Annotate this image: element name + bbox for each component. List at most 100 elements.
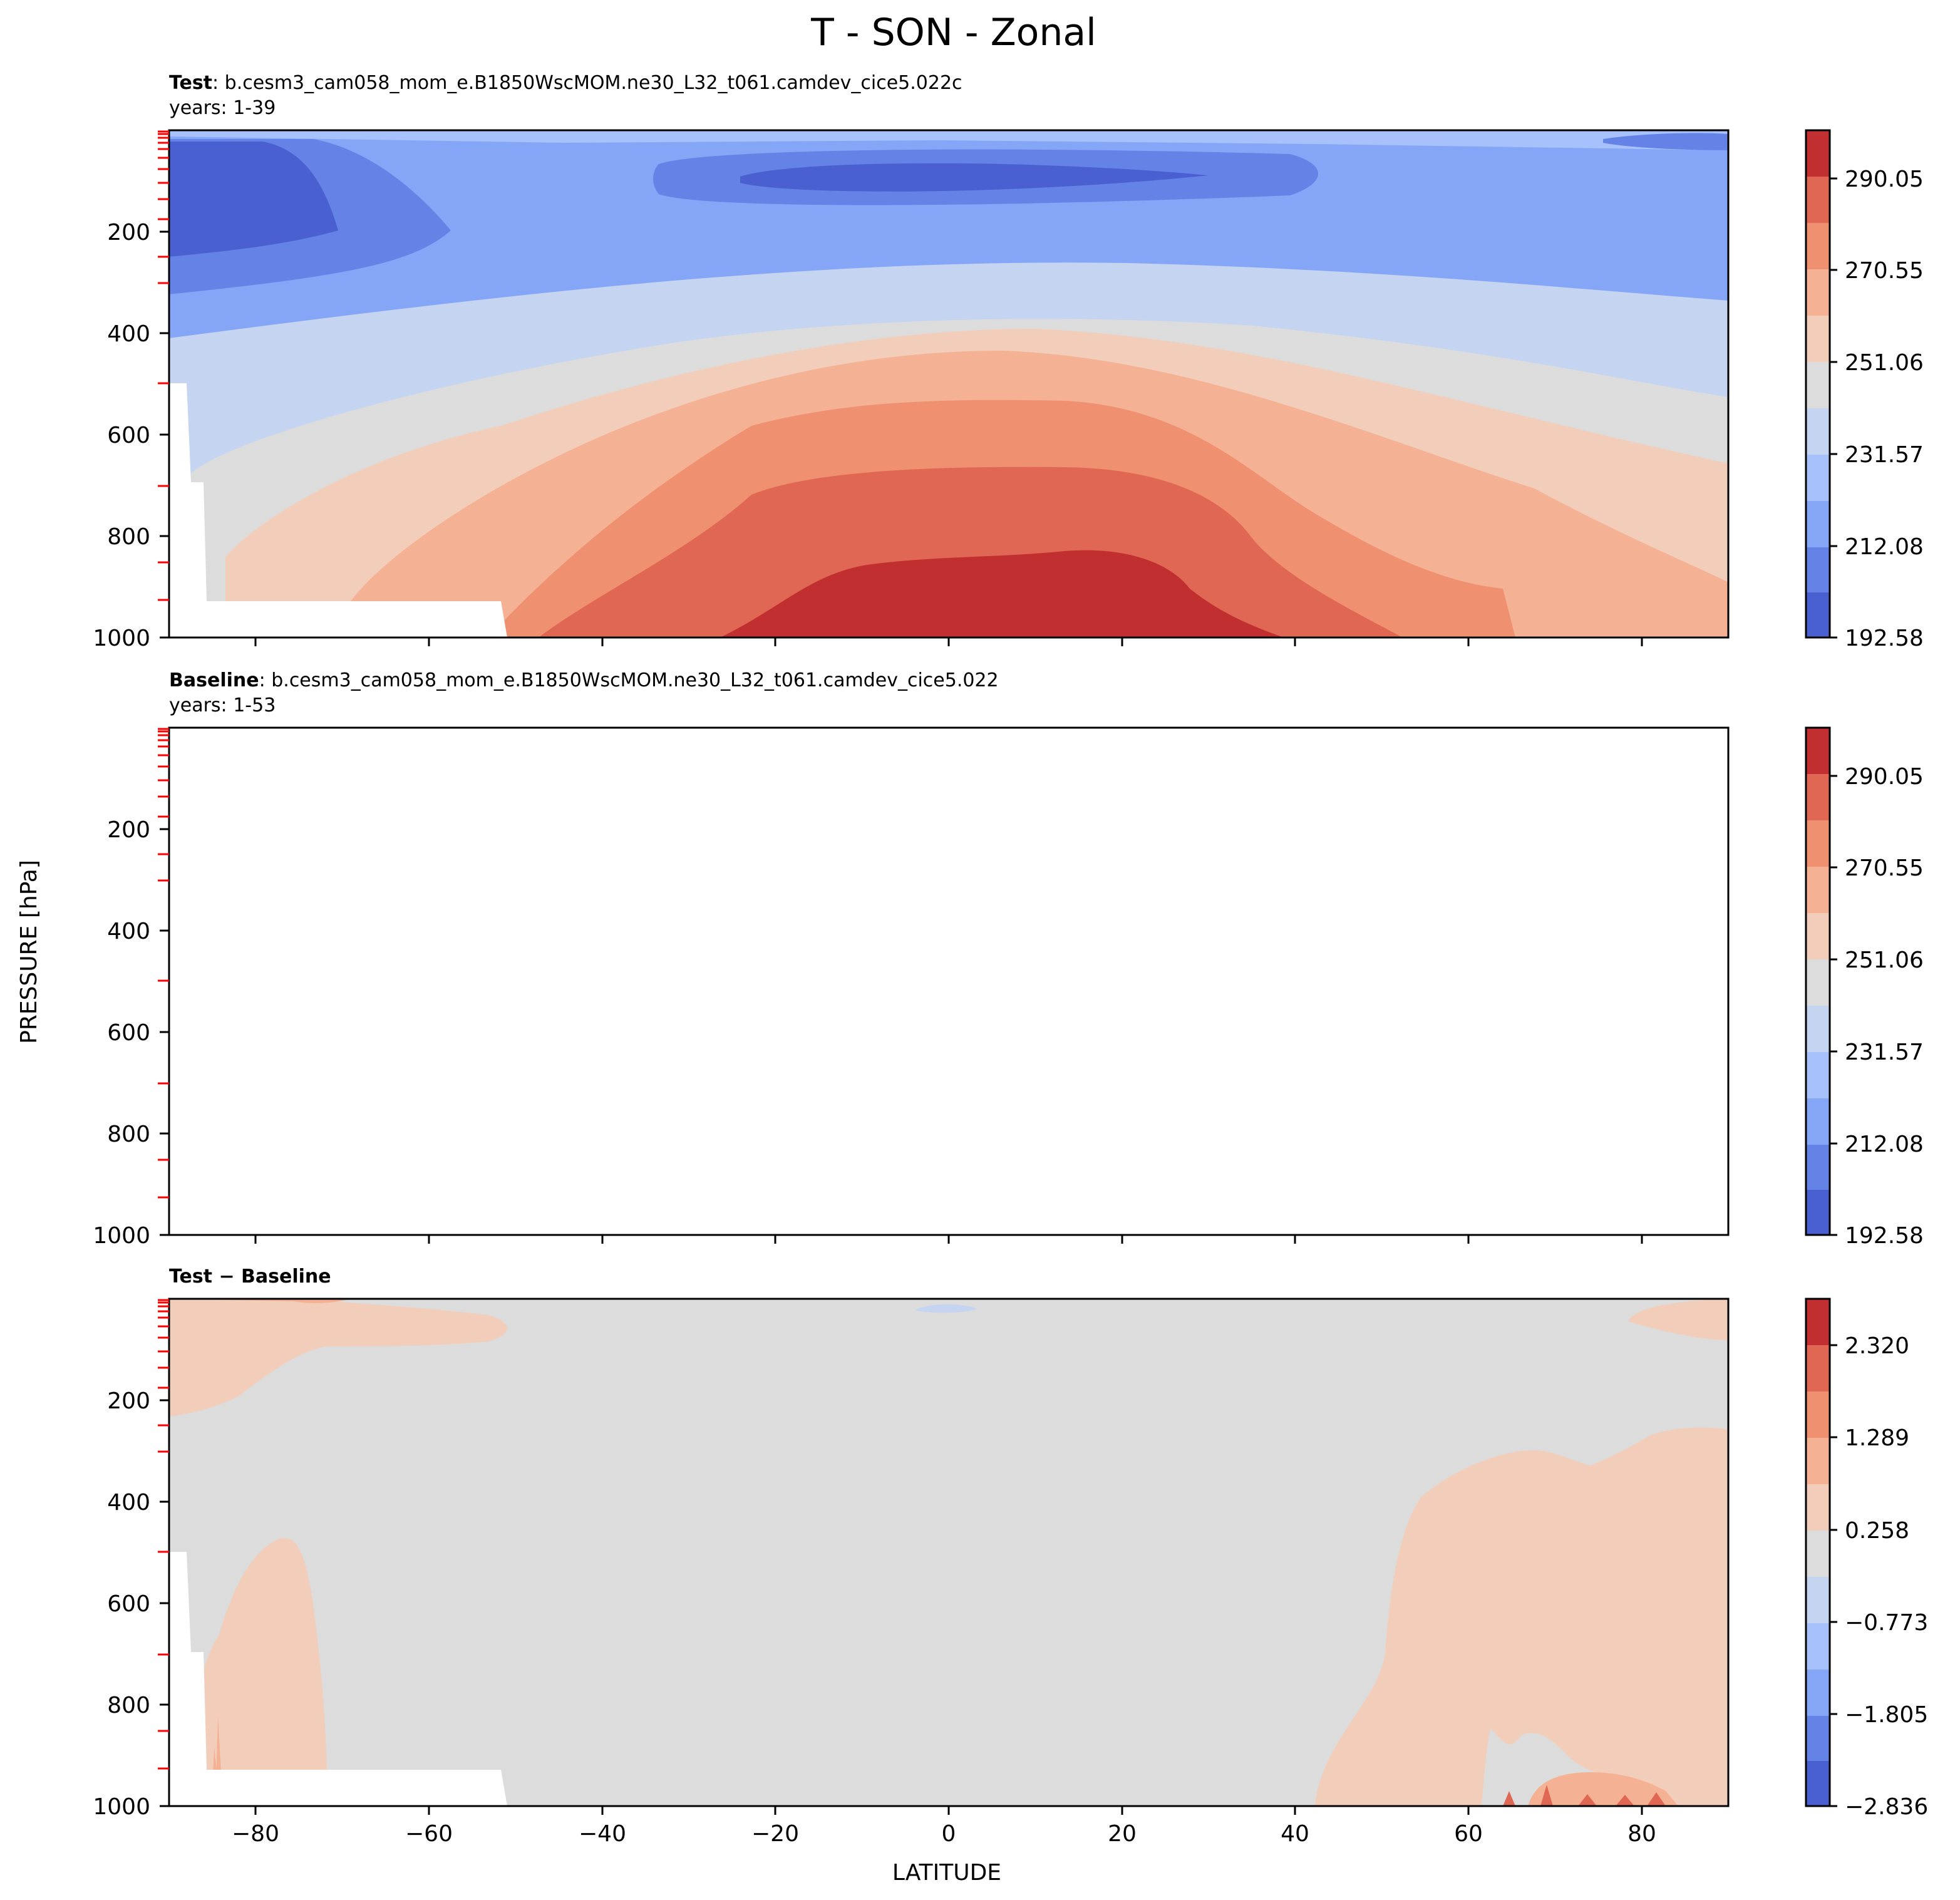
panel-test-ytick-800: 800 [107,524,150,550]
panel-baseline-label-case: : b.cesm3_cam058_mom_e.B1850WscMOM.ne30_… [259,669,999,691]
xtick-0: 0 [942,1821,956,1847]
colorbar-baseline-band-5 [1806,913,1830,959]
panel-baseline-ytick-400: 400 [107,919,150,944]
colorbar-difference-band-2 [1806,1345,1830,1391]
colorbar-test-tick-2: 270.55 [1845,258,1924,284]
panel-test-ytick-200: 200 [107,220,150,245]
colorbar-test-tick-5: 212.08 [1845,534,1924,560]
panel-test-xticks [254,638,1643,646]
xtick-minus-40: −40 [579,1821,626,1847]
colorbar-baseline-tick-2: 270.55 [1845,855,1924,881]
colorbar-baseline-band-9 [1806,1098,1830,1145]
panel-test-level-ticks [158,130,169,601]
colorbar-test-band-5 [1806,316,1830,362]
panel-difference-ytick-1000: 1000 [93,1794,150,1820]
panel-test-yticks: 200 400 600 800 1000 [93,220,169,651]
colorbar-test-tick-6: 192.58 [1845,626,1924,651]
colorbar-test-band-4 [1806,269,1830,316]
panel-test: Test: b.cesm3_cam058_mom_e.B1850WscMOM.n… [93,72,1924,651]
colorbar-test-tick-3: 251.06 [1845,350,1924,376]
colorbar-test-band-6 [1806,362,1830,408]
colorbar-baseline-band-8 [1806,1052,1830,1098]
colorbar-baseline-band-11 [1806,1190,1830,1235]
colorbar-difference-band-8 [1806,1623,1830,1670]
colorbar-test-tick-4: 231.57 [1845,442,1924,468]
panel-baseline-ytick-200: 200 [107,817,150,843]
colorbar-difference-frame [1805,1298,1831,1807]
figure-title: T - SON - Zonal [810,11,1096,54]
colorbar-test-band-2 [1806,177,1830,223]
colorbar-difference-band-7 [1806,1577,1830,1623]
xtick-minus-80: −80 [232,1821,279,1847]
colorbar-test: 290.05 270.55 251.06 231.57 212.08 192.5… [1805,129,1924,651]
colorbar-test-frame [1805,129,1831,639]
colorbar-baseline-band-4 [1806,867,1830,913]
panel-test-label-bold: Test [169,72,212,94]
contour-field-baseline [169,728,1728,1235]
xtick-minus-20: −20 [751,1821,799,1847]
colorbar-test-band-8 [1806,455,1830,501]
panel-test-ytick-1000: 1000 [93,626,150,651]
panel-difference-yticks: 200 400 600 800 1000 [93,1388,169,1820]
panel-difference-ytick-800: 800 [107,1693,150,1718]
panel-baseline-ytick-800: 800 [107,1122,150,1147]
colorbar-baseline-band-6 [1806,959,1830,1006]
panel-baseline-ytick-1000: 1000 [93,1223,150,1249]
colorbar-difference-tick-1: 2.320 [1845,1333,1909,1359]
xtick-minus-60: −60 [405,1821,453,1847]
panel-difference-label: Test − Baseline [169,1266,331,1288]
colorbar-baseline: 290.05 270.55 251.06 231.57 212.08 192.5… [1805,726,1924,1249]
panel-test-ytick-600: 600 [107,423,150,448]
colorbar-difference-band-9 [1806,1670,1830,1716]
colorbar-test-band-3 [1806,223,1830,269]
colorbar-baseline-tick-6: 192.58 [1845,1223,1924,1249]
contour-field-difference [169,1299,1728,1806]
panel-test-label-case: : b.cesm3_cam058_mom_e.B1850WscMOM.ne30_… [212,72,962,94]
colorbar-baseline-band-1 [1806,728,1830,774]
colorbar-difference-band-11 [1806,1761,1830,1806]
colorbar-test-band-1 [1806,130,1830,177]
panel-baseline-ytick-600: 600 [107,1020,150,1046]
colorbar-difference-band-5 [1806,1484,1830,1531]
colorbar-test-band-9 [1806,501,1830,547]
panel-difference-xticks: −80 −60 −40 −20 0 20 40 60 80 [232,1806,1656,1847]
colorbar-baseline-tick-3: 251.06 [1845,947,1924,973]
colorbar-difference-tick-5: −1.805 [1845,1702,1928,1728]
panel-test-years: years: 1-39 [169,97,276,119]
panel-difference-ytick-600: 600 [107,1591,150,1617]
panel-baseline-years: years: 1-53 [169,694,276,716]
colorbar-difference-tick-6: −2.836 [1845,1794,1928,1820]
colorbar-difference-band-1 [1806,1299,1830,1345]
contour-field-test [169,130,1728,638]
panel-baseline-frame [168,726,1730,1236]
panel-baseline-label-bold: Baseline [169,669,259,691]
panel-baseline-yticks: 200 400 600 800 1000 [93,817,169,1249]
xtick-80: 80 [1627,1821,1656,1847]
colorbar-difference-band-10 [1806,1716,1830,1761]
panel-difference-level-ticks [158,1299,169,1770]
colorbar-difference-tick-4: −0.773 [1845,1610,1928,1636]
panel-baseline-label: Baseline: b.cesm3_cam058_mom_e.B1850WscM… [169,669,999,691]
panel-difference: Test − Baseline 200 400 600 800 [93,1266,1928,1847]
colorbar-baseline-tick-5: 212.08 [1845,1132,1924,1157]
y-axis-label: PRESSURE [hPa] [16,860,42,1044]
colorbar-difference-band-6 [1806,1531,1830,1577]
colorbar-difference-tick-3: 0.258 [1845,1518,1909,1544]
colorbar-baseline-tick-1: 290.05 [1845,764,1924,790]
xtick-60: 60 [1454,1821,1483,1847]
colorbar-baseline-band-10 [1806,1145,1830,1190]
colorbar-test-band-7 [1806,408,1830,455]
xtick-20: 20 [1108,1821,1137,1847]
colorbar-test-band-11 [1806,592,1830,638]
xtick-40: 40 [1281,1821,1309,1847]
colorbar-difference-tick-2: 1.289 [1845,1425,1909,1451]
colorbar-baseline-band-2 [1806,774,1830,820]
panel-baseline-level-ticks [158,728,169,1199]
panel-baseline-xticks [254,1235,1643,1244]
colorbar-baseline-band-3 [1806,820,1830,867]
panel-difference-ytick-200: 200 [107,1388,150,1414]
panel-test-ytick-400: 400 [107,321,150,347]
colorbar-difference-band-4 [1806,1438,1830,1484]
colorbar-baseline-tick-4: 231.57 [1845,1040,1924,1065]
